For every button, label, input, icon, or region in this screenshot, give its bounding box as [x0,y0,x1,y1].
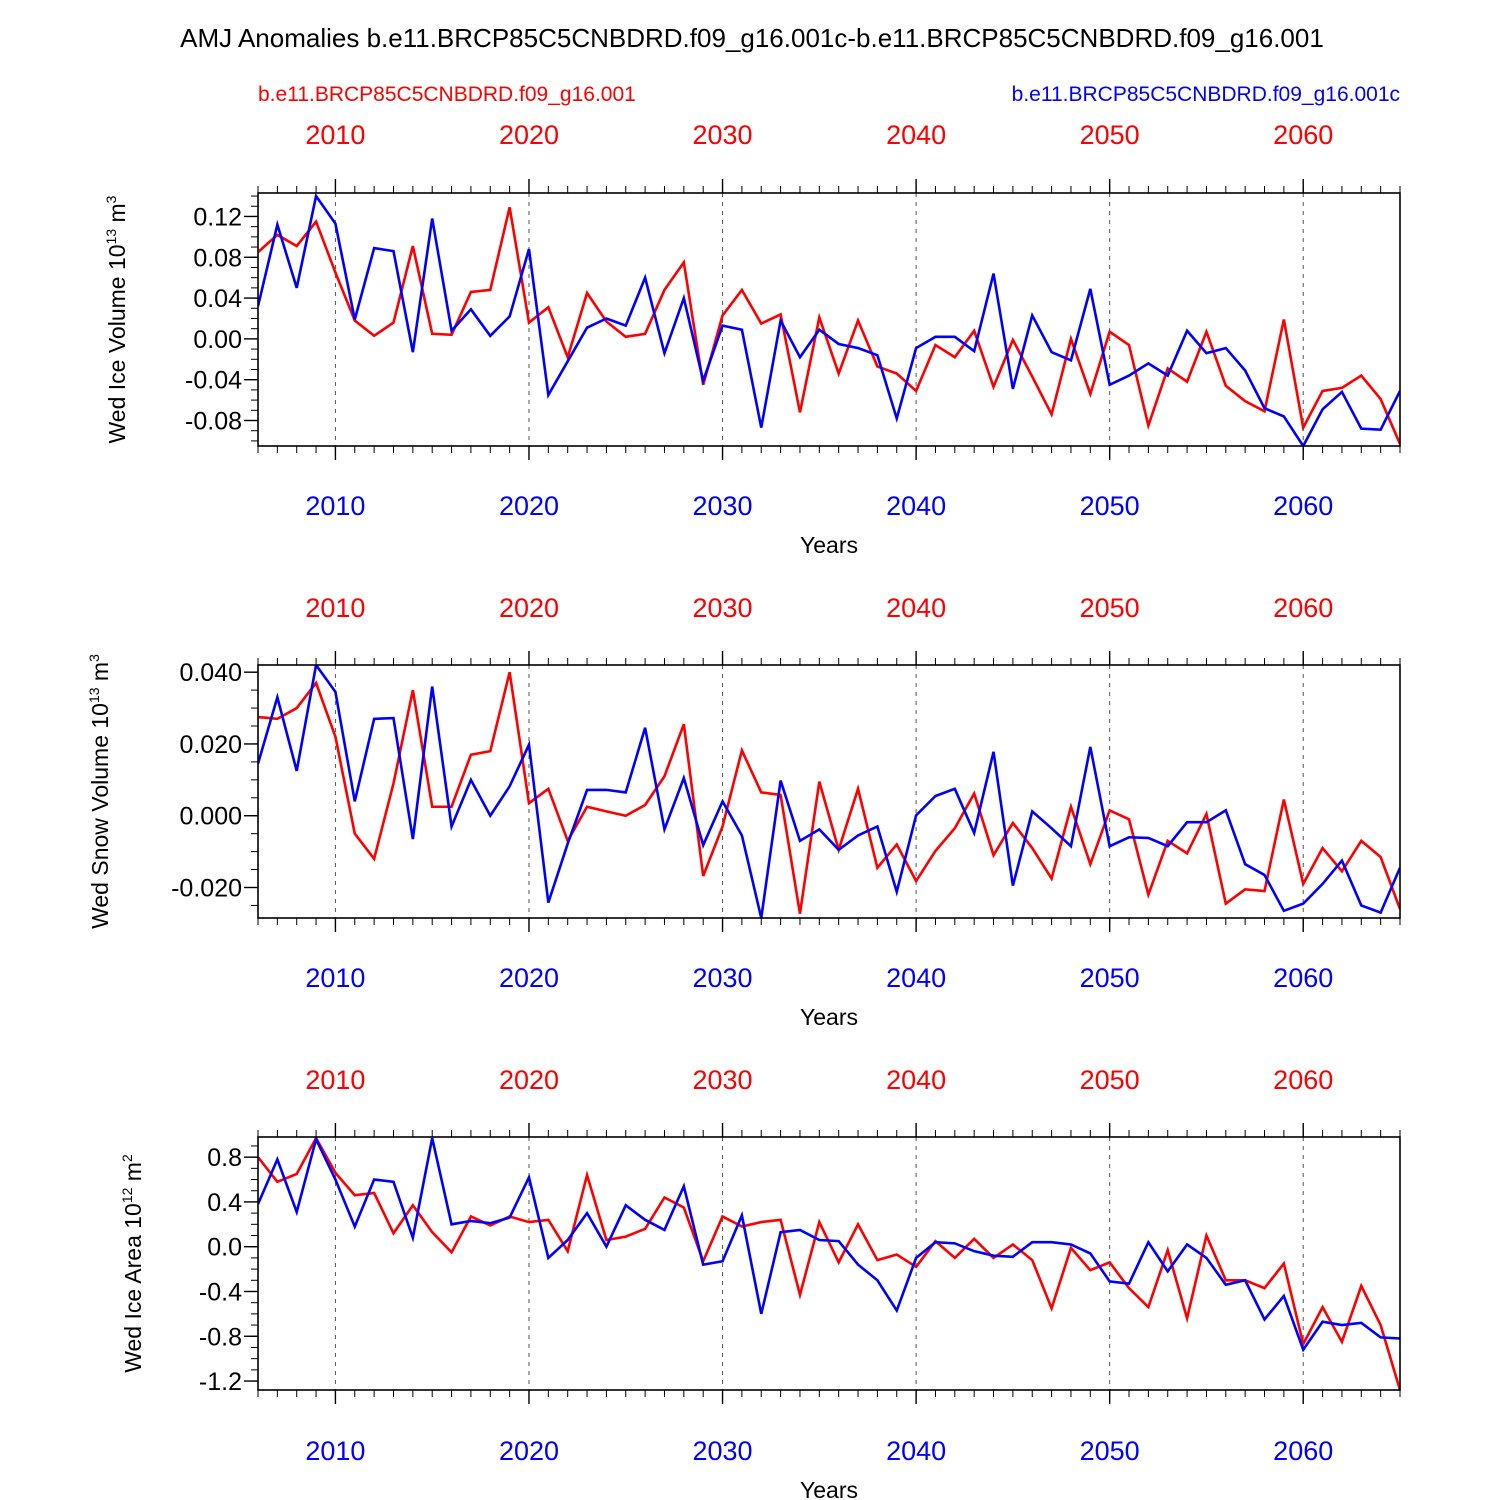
p2-x-tick-label-bottom: 2010 [305,1436,365,1466]
p0-x-tick-label-top: 2010 [305,120,365,150]
p0-y-axis-label-text: Wed Ice Volume 10 [104,244,130,443]
p2-y-tick-label: -0.8 [199,1323,242,1351]
p0-x-tick-label-bottom: 2010 [305,491,365,521]
panel-ice-volume: -0.08 -0.04 0.00 0.04 0.08 0.12 2010 2010 2020 20… [103,120,1401,558]
p0-x-tick-label-bottom: 2030 [693,491,753,521]
p2-y-axis-label-unit: m [120,1162,146,1188]
p0-x-tick-label-bottom: 2060 [1273,491,1333,521]
p2-y-axis-label-power: 12 [119,1187,135,1203]
p2-plot-frame [257,1136,1401,1391]
p1-y-tick-label: -0.020 [171,874,242,902]
p2-y-tick-label: 0.4 [207,1189,242,1217]
p0-y-tick-label: 0.08 [193,244,242,272]
p1-x-tick-label-top: 2010 [305,593,365,623]
p2-x-tick-label-bottom: 2040 [886,1436,946,1466]
p1-y-axis-label: Wed Snow Volume 1013 m3 [86,654,113,929]
p0-y-tick-label: -0.04 [185,367,242,395]
p1-x-tick-label-bottom: 2030 [693,963,753,993]
p0-x-tick-label-bottom: 2020 [499,491,559,521]
p1-x-tick-label-bottom: 2010 [305,963,365,993]
p2-x-axis-label: Years [800,1477,858,1500]
p1-y-axis-label-unit: m [87,662,113,688]
p1-y-tick-label: 0.000 [179,803,242,831]
p1-y-tick-label: 0.020 [179,731,242,759]
p0-y-axis-label-unit-power: 3 [103,195,119,203]
p0-plot-frame [257,192,1401,447]
p0-y-axis-label: Wed Ice Volume 1013 m3 [103,195,130,443]
p2-x-tick-label-top: 2060 [1273,1065,1333,1095]
panel-ice-area: -1.2 -0.8 -0.4 0.0 0.4 0.8 2010 2010 2020 2020 203… [119,1065,1401,1500]
p2-x-tick-label-bottom: 2020 [499,1436,559,1466]
legend-blue-label: b.e11.BRCP85C5CNBDRD.f09_g16.001c [1012,83,1400,106]
p1-x-tick-label-top: 2030 [693,593,753,623]
p2-y-tick-label: -0.4 [199,1278,242,1306]
p1-series-blue-line [258,665,1400,918]
p1-plot-frame [257,664,1401,919]
p1-y-axis-label-power: 13 [86,687,102,703]
p0-y-tick-label: 0.04 [193,285,242,313]
p1-x-tick-label-top: 2060 [1273,593,1333,623]
p0-y-axis-label-power: 13 [103,229,119,245]
p2-x-tick-label-top: 2020 [499,1065,559,1095]
p0-x-tick-label-top: 2020 [499,120,559,150]
p1-x-axis-label: Years [800,1004,858,1030]
p0-y-tick-label: 0.00 [193,326,242,354]
p2-y-tick-label: 0.8 [207,1144,242,1172]
p0-x-tick-label-top: 2030 [693,120,753,150]
figure-title: AMJ Anomalies b.e11.BRCP85C5CNBDRD.f09_g… [180,23,1324,53]
p0-x-tick-label-top: 2050 [1080,120,1140,150]
p1-x-tick-label-bottom: 2050 [1080,963,1140,993]
p1-x-tick-label-bottom: 2040 [886,963,946,993]
p0-x-tick-label-top: 2060 [1273,120,1333,150]
p2-x-tick-label-top: 2010 [305,1065,365,1095]
p0-series-blue-line [258,193,1400,446]
p1-y-axis-label-unit-power: 3 [86,654,102,662]
p2-y-axis-label-text: Wed Ice Area 10 [120,1203,146,1373]
p0-y-axis-label-unit: m [104,203,130,229]
p2-y-tick-label: -1.2 [199,1368,242,1396]
p1-y-tick-label: 0.040 [179,659,242,687]
p0-x-tick-label-bottom: 2040 [886,491,946,521]
p2-y-axis-label: Wed Ice Area 1012 m2 [119,1154,146,1373]
p0-y-tick-label: 0.12 [193,203,242,231]
p2-x-tick-label-top: 2030 [693,1065,753,1095]
p0-x-tick-label-bottom: 2050 [1080,491,1140,521]
p0-y-tick-label: -0.08 [185,407,242,435]
p1-x-tick-label-top: 2050 [1080,593,1140,623]
panel-snow-volume: -0.020 0.000 0.020 0.040 2010 2010 2020 2020 203… [86,593,1401,1030]
p2-x-tick-label-bottom: 2060 [1273,1436,1333,1466]
p0-series-red-line [258,206,1400,445]
p0-x-axis-label: Years [800,532,858,558]
p2-series-blue-line [258,1137,1400,1353]
p2-x-tick-label-bottom: 2050 [1080,1436,1140,1466]
legend-red-label: b.e11.BRCP85C5CNBDRD.f09_g16.001 [258,83,636,106]
p2-x-tick-label-top: 2040 [886,1065,946,1095]
p1-x-tick-label-top: 2040 [886,593,946,623]
p1-y-axis-label-text: Wed Snow Volume 10 [87,703,113,929]
p1-x-tick-label-top: 2020 [499,593,559,623]
p0-x-tick-label-top: 2040 [886,120,946,150]
p1-x-tick-label-bottom: 2060 [1273,963,1333,993]
p2-y-axis-label-unit-power: 2 [119,1154,135,1162]
p1-x-tick-label-bottom: 2020 [499,963,559,993]
p2-y-tick-label: 0.0 [207,1234,242,1262]
p2-series-red-line [258,1137,1400,1390]
p2-x-tick-label-top: 2050 [1080,1065,1140,1095]
p2-x-tick-label-bottom: 2030 [693,1436,753,1466]
